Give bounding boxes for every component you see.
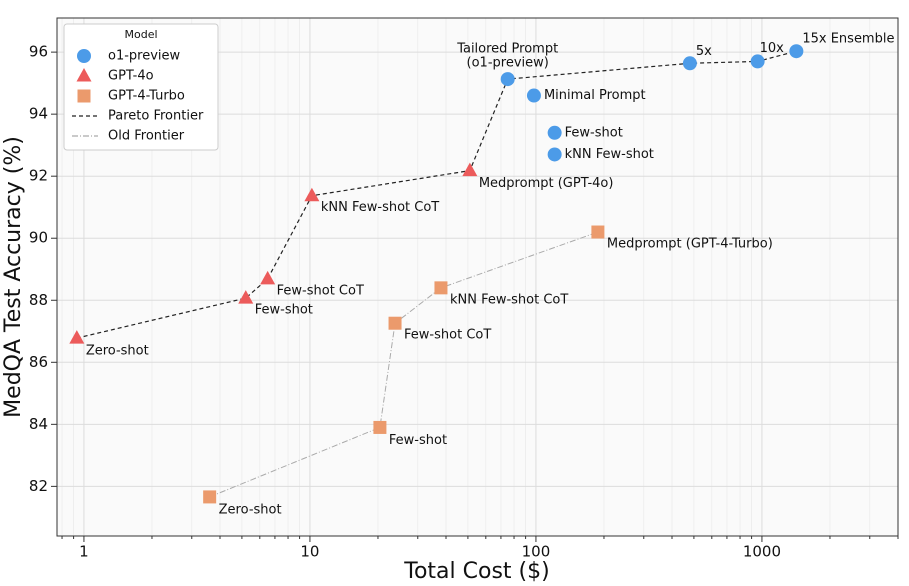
point-label: Few-shot	[255, 303, 313, 318]
point-label: 5x	[696, 44, 712, 59]
legend-label: o1-preview	[108, 49, 181, 64]
legend-title: Model	[124, 28, 157, 41]
point-label: kNN Few-shot CoT	[321, 200, 439, 215]
point-label: Few-shot	[389, 433, 447, 448]
point-label: 10x	[760, 41, 785, 56]
x-tick-label: 100	[522, 543, 551, 561]
point	[591, 225, 605, 239]
point	[500, 72, 515, 87]
point	[77, 49, 91, 63]
point	[750, 54, 765, 69]
y-tick-label: 86	[29, 353, 48, 371]
y-tick-label: 96	[29, 43, 48, 61]
point-label: kNN Few-shot	[565, 147, 654, 162]
point	[526, 88, 541, 103]
y-tick-label: 88	[29, 291, 48, 309]
y-tick-label: 90	[29, 229, 48, 247]
point-label: Minimal Prompt	[544, 88, 646, 103]
plot-frame	[56, 17, 899, 537]
y-axis-label: MedQA Test Accuracy (%)	[1, 136, 26, 418]
marks: Tailored Prompt(o1-preview) Minimal Promp…	[69, 32, 894, 517]
x-tick-label: 1	[79, 543, 89, 561]
point-label: (o1-preview)	[467, 56, 549, 71]
legend-label: GPT-4o	[108, 69, 154, 84]
legend-label: GPT-4-Turbo	[108, 89, 185, 104]
point-label: Few-shot CoT	[277, 283, 364, 298]
point	[682, 56, 697, 71]
point-label: kNN Few-shot CoT	[450, 292, 568, 307]
point	[77, 89, 91, 103]
x-tick-label: 1000	[743, 543, 781, 561]
point	[388, 316, 402, 330]
point	[69, 330, 85, 344]
point-label: Tailored Prompt	[456, 42, 558, 57]
point	[373, 420, 387, 434]
point	[304, 187, 320, 202]
y-tick-label: 84	[29, 415, 48, 433]
point-label: Few-shot CoT	[404, 328, 491, 343]
point	[260, 270, 276, 285]
point	[462, 162, 478, 177]
point-label: Zero-shot	[86, 344, 149, 359]
point	[789, 44, 804, 59]
legend-box	[63, 23, 219, 151]
point	[547, 125, 562, 140]
legend: Model o1-preview GPT-4o GPT-4-Turbo Pareto …	[63, 23, 219, 151]
x-tick-label: 10	[300, 543, 319, 561]
y-tick-label: 94	[29, 105, 48, 123]
point-label: Zero-shot	[219, 502, 282, 517]
legend-label: Old Frontier	[108, 129, 185, 144]
x-axis-label: Total Cost ($)	[403, 559, 549, 584]
legend-label: Pareto Frontier	[108, 109, 204, 124]
point-label: 15x Ensemble	[802, 32, 894, 47]
point	[547, 147, 562, 162]
point-label: Medprompt (GPT-4-Turbo)	[607, 237, 773, 252]
point	[76, 68, 92, 82]
point-label: Medprompt (GPT-4o)	[479, 176, 614, 191]
point	[434, 281, 448, 295]
point-label: Few-shot	[565, 125, 623, 140]
point	[238, 290, 254, 304]
y-tick-label: 82	[29, 477, 48, 495]
point	[203, 490, 217, 504]
y-tick-label: 92	[29, 167, 48, 185]
